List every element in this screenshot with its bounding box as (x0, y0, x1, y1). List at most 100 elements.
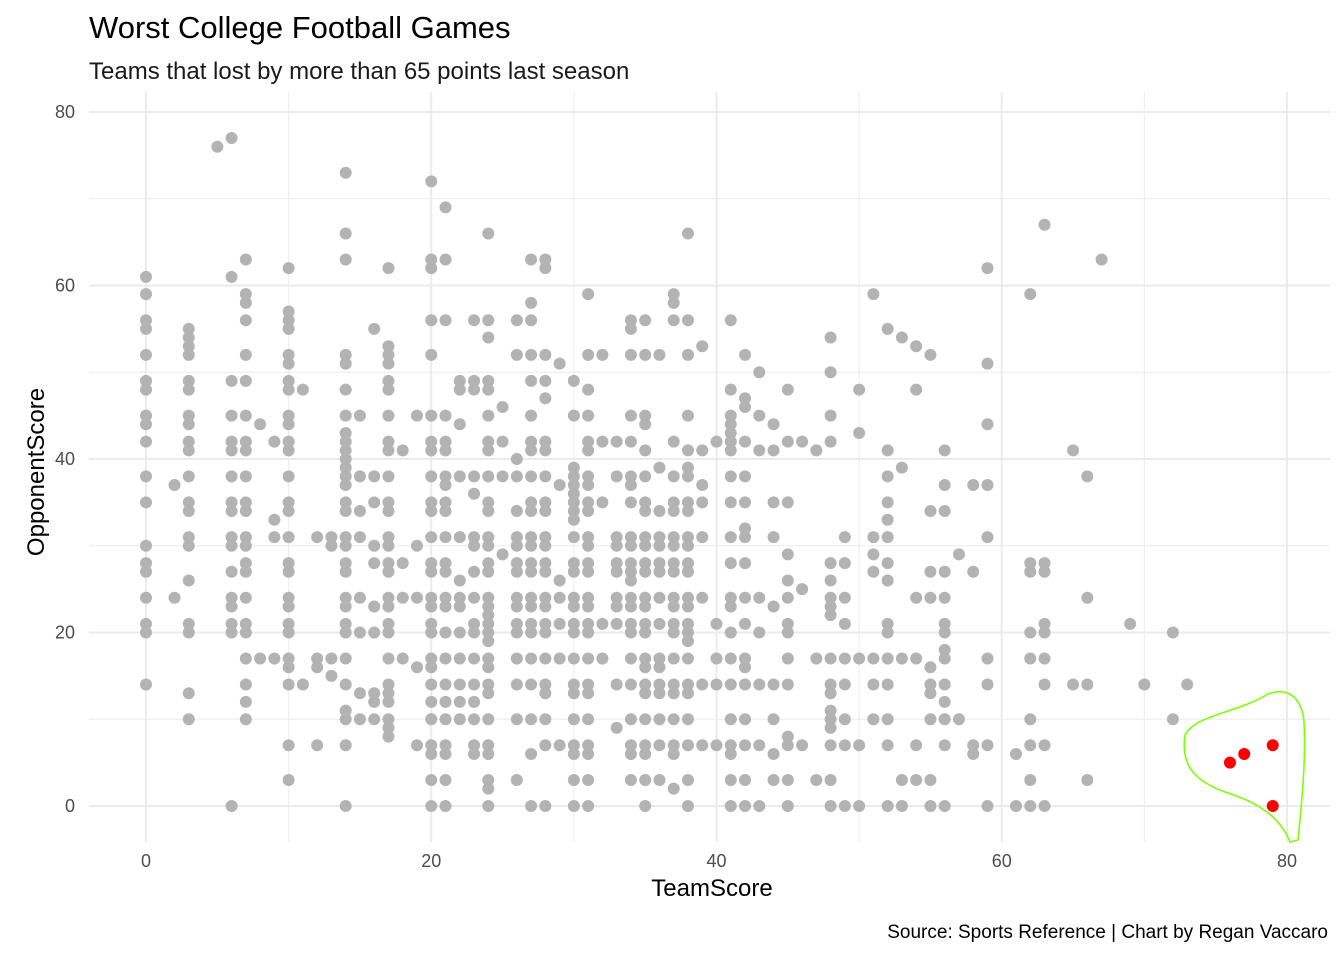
data-point (881, 470, 894, 483)
data-point (639, 565, 652, 578)
data-point (667, 591, 680, 604)
data-point (339, 348, 352, 361)
data-point (667, 747, 680, 760)
highlight-point (1266, 739, 1279, 752)
data-point (681, 505, 694, 518)
data-point (282, 557, 295, 570)
data-point (881, 678, 894, 691)
data-point (339, 626, 352, 639)
data-point (624, 678, 637, 691)
data-point (681, 652, 694, 665)
data-point (382, 678, 395, 691)
data-point (268, 435, 281, 448)
data-point (282, 314, 295, 327)
data-point (1024, 288, 1037, 301)
data-point (482, 496, 495, 509)
data-point (753, 739, 766, 752)
data-point (567, 652, 580, 665)
data-point (681, 800, 694, 812)
data-point (667, 782, 680, 795)
data-point (582, 496, 595, 509)
data-point (681, 626, 694, 639)
data-point (981, 262, 994, 275)
data-point (624, 739, 637, 752)
data-point (225, 800, 238, 812)
data-point (211, 140, 224, 153)
data-point (1024, 565, 1037, 578)
data-point (439, 314, 452, 327)
data-point (938, 617, 951, 630)
data-point (282, 357, 295, 370)
data-point (368, 470, 381, 483)
y-axis-ticks: 0 20 40 60 80 (55, 102, 75, 816)
data-point (696, 739, 709, 752)
data-point (225, 444, 238, 457)
data-point (753, 366, 766, 379)
data-point (453, 600, 466, 613)
data-point (282, 470, 295, 483)
data-point (610, 435, 623, 448)
data-point (182, 444, 195, 457)
data-point (382, 565, 395, 578)
data-point (282, 322, 295, 335)
data-point (624, 470, 637, 483)
data-point (268, 652, 281, 665)
data-point (339, 435, 352, 448)
data-point (140, 591, 152, 604)
data-point (653, 461, 666, 474)
data-point (681, 617, 694, 630)
data-point (924, 678, 937, 691)
data-point (482, 227, 495, 240)
data-point (639, 661, 652, 674)
data-point (254, 418, 267, 431)
data-point (739, 348, 752, 361)
data-point (140, 383, 152, 396)
data-point (753, 409, 766, 422)
data-point (1067, 678, 1080, 691)
data-point (468, 617, 481, 630)
data-point (525, 348, 538, 361)
data-point (781, 548, 794, 561)
data-point (482, 444, 495, 457)
data-point (482, 539, 495, 552)
data-point (482, 505, 495, 518)
data-point (182, 383, 195, 396)
data-point (453, 626, 466, 639)
data-point (567, 505, 580, 518)
data-point (681, 470, 694, 483)
data-point (582, 800, 595, 812)
data-point (382, 470, 395, 483)
data-point (239, 626, 252, 639)
data-point (539, 374, 552, 387)
data-point (353, 409, 366, 422)
data-point (439, 739, 452, 752)
data-point (539, 600, 552, 613)
data-point (368, 713, 381, 726)
data-point (582, 652, 595, 665)
data-point (453, 713, 466, 726)
data-point (239, 296, 252, 309)
data-point (667, 713, 680, 726)
data-point (781, 496, 794, 509)
data-point (610, 539, 623, 552)
data-point (653, 617, 666, 630)
data-point (767, 713, 780, 726)
data-point (639, 348, 652, 361)
data-point (724, 383, 737, 396)
data-point (624, 574, 637, 587)
data-point (282, 305, 295, 318)
data-point (382, 539, 395, 552)
data-point (225, 591, 238, 604)
data-point (282, 626, 295, 639)
data-point (824, 609, 837, 622)
data-point (567, 626, 580, 639)
data-point (339, 253, 352, 266)
data-point (1067, 444, 1080, 457)
data-point (439, 565, 452, 578)
data-point (781, 678, 794, 691)
data-point (140, 288, 152, 301)
data-point (140, 557, 152, 570)
data-point (182, 331, 195, 344)
data-point (567, 739, 580, 752)
data-point (282, 348, 295, 361)
